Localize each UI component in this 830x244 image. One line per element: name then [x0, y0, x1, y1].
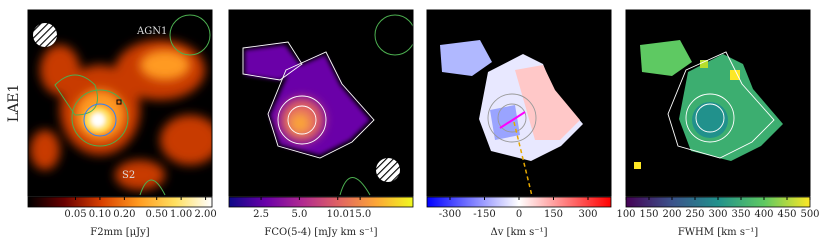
panel-frame	[426, 9, 612, 197]
colorbar-tick-label: 400	[754, 209, 773, 220]
colorbar-tick-label: 100	[616, 209, 635, 220]
panel-image	[28, 10, 212, 196]
colorbar-label: Δv [km s⁻¹]	[491, 227, 548, 238]
annotation: AGN1	[136, 26, 167, 37]
colorbar-tick-label: 10.0	[327, 209, 349, 220]
colorbar	[27, 196, 213, 208]
colorbar-tick-label: 1.00	[170, 209, 192, 220]
annotation: S2	[122, 170, 135, 181]
colorbar-tick-label: 2.5	[253, 209, 269, 220]
colorbar-tick-label: -150	[473, 209, 495, 220]
colorbar-tick-label: 0.10	[89, 209, 111, 220]
colorbar-tick-label: 2.00	[194, 209, 216, 220]
colorbar-tick-label: 300	[578, 209, 597, 220]
colorbar-tick-label: 15.0	[349, 209, 371, 220]
panel-image	[626, 10, 810, 196]
colorbar-label: F2mm [μJy]	[90, 227, 150, 238]
panel-frame	[625, 9, 811, 197]
colorbar-tick-label: 0.05	[64, 209, 86, 220]
colorbar-tick-label: 300	[708, 209, 727, 220]
colorbar-tick-label: 5.0	[291, 209, 307, 220]
colorbar-tick-label: 0	[516, 209, 522, 220]
colorbar-tick-label: 350	[731, 209, 750, 220]
colorbar-tick-label: 150	[639, 209, 658, 220]
row-label: LAE1	[6, 84, 22, 123]
colorbar-tick-label: 150	[544, 209, 563, 220]
panel-frame	[228, 9, 414, 197]
panel-frame	[27, 9, 213, 197]
colorbar-tick-label: 500	[800, 209, 819, 220]
colorbar-tick-label: 0.50	[146, 209, 168, 220]
panel-image	[229, 10, 413, 196]
colorbar-label: FCO(5-4) [mJy km s⁻¹]	[264, 227, 377, 238]
colorbar-tick-label: 250	[685, 209, 704, 220]
panel-image	[427, 10, 611, 196]
colorbar-tick-label: 200	[662, 209, 681, 220]
colorbar-label: FWHM [km s⁻¹]	[678, 227, 758, 238]
colorbar-tick-label: -300	[439, 209, 461, 220]
colorbar-tick-label: 0.20	[113, 209, 135, 220]
colorbar-tick-label: 450	[777, 209, 796, 220]
colorbar	[228, 196, 414, 208]
